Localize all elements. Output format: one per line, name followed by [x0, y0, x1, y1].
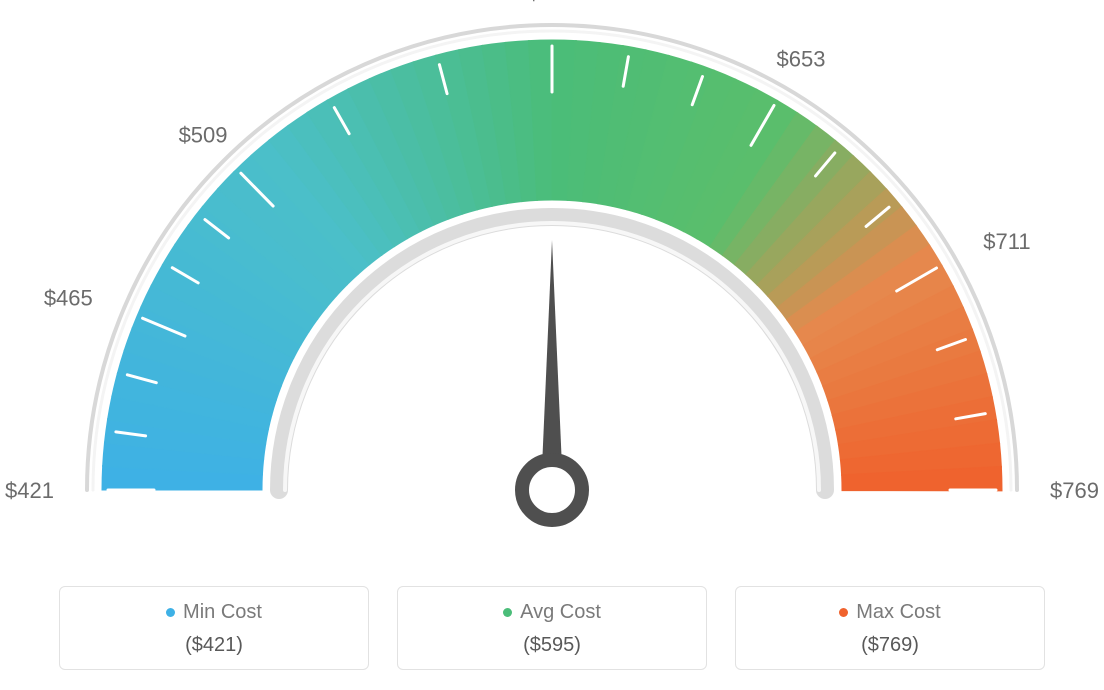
gauge-tick-label: $653: [777, 47, 826, 72]
legend-value-avg: ($595): [398, 634, 706, 657]
legend-title-max: Max Cost: [839, 601, 940, 624]
legend-row: Min Cost ($421) Avg Cost ($595) Max Cost…: [0, 586, 1104, 670]
cost-gauge-chart: $421 $465 $509 $595 $653 $711 $769 Min Cost ($…: [0, 0, 1104, 690]
gauge-tick-label: $465: [44, 285, 93, 310]
gauge-tick-label: $595: [528, 0, 577, 5]
legend-box-avg: Avg Cost ($595): [397, 586, 707, 670]
legend-value-min: ($421): [60, 634, 368, 657]
legend-dot-max: [839, 608, 848, 617]
legend-box-max: Max Cost ($769): [735, 586, 1045, 670]
legend-label: Min Cost: [183, 601, 262, 624]
gauge-tick-label: $509: [179, 123, 228, 148]
gauge-hub: [522, 460, 582, 520]
legend-dot-avg: [503, 608, 512, 617]
legend-box-min: Min Cost ($421): [59, 586, 369, 670]
legend-title-min: Min Cost: [166, 601, 262, 624]
gauge-tick-label: $421: [5, 478, 54, 503]
gauge-tick-label: $711: [983, 229, 1030, 254]
legend-value-max: ($769): [736, 634, 1044, 657]
legend-dot-min: [166, 608, 175, 617]
legend-label: Avg Cost: [520, 601, 601, 624]
legend-label: Max Cost: [856, 601, 940, 624]
gauge-tick-label: $769: [1050, 478, 1099, 503]
legend-title-avg: Avg Cost: [503, 601, 601, 624]
